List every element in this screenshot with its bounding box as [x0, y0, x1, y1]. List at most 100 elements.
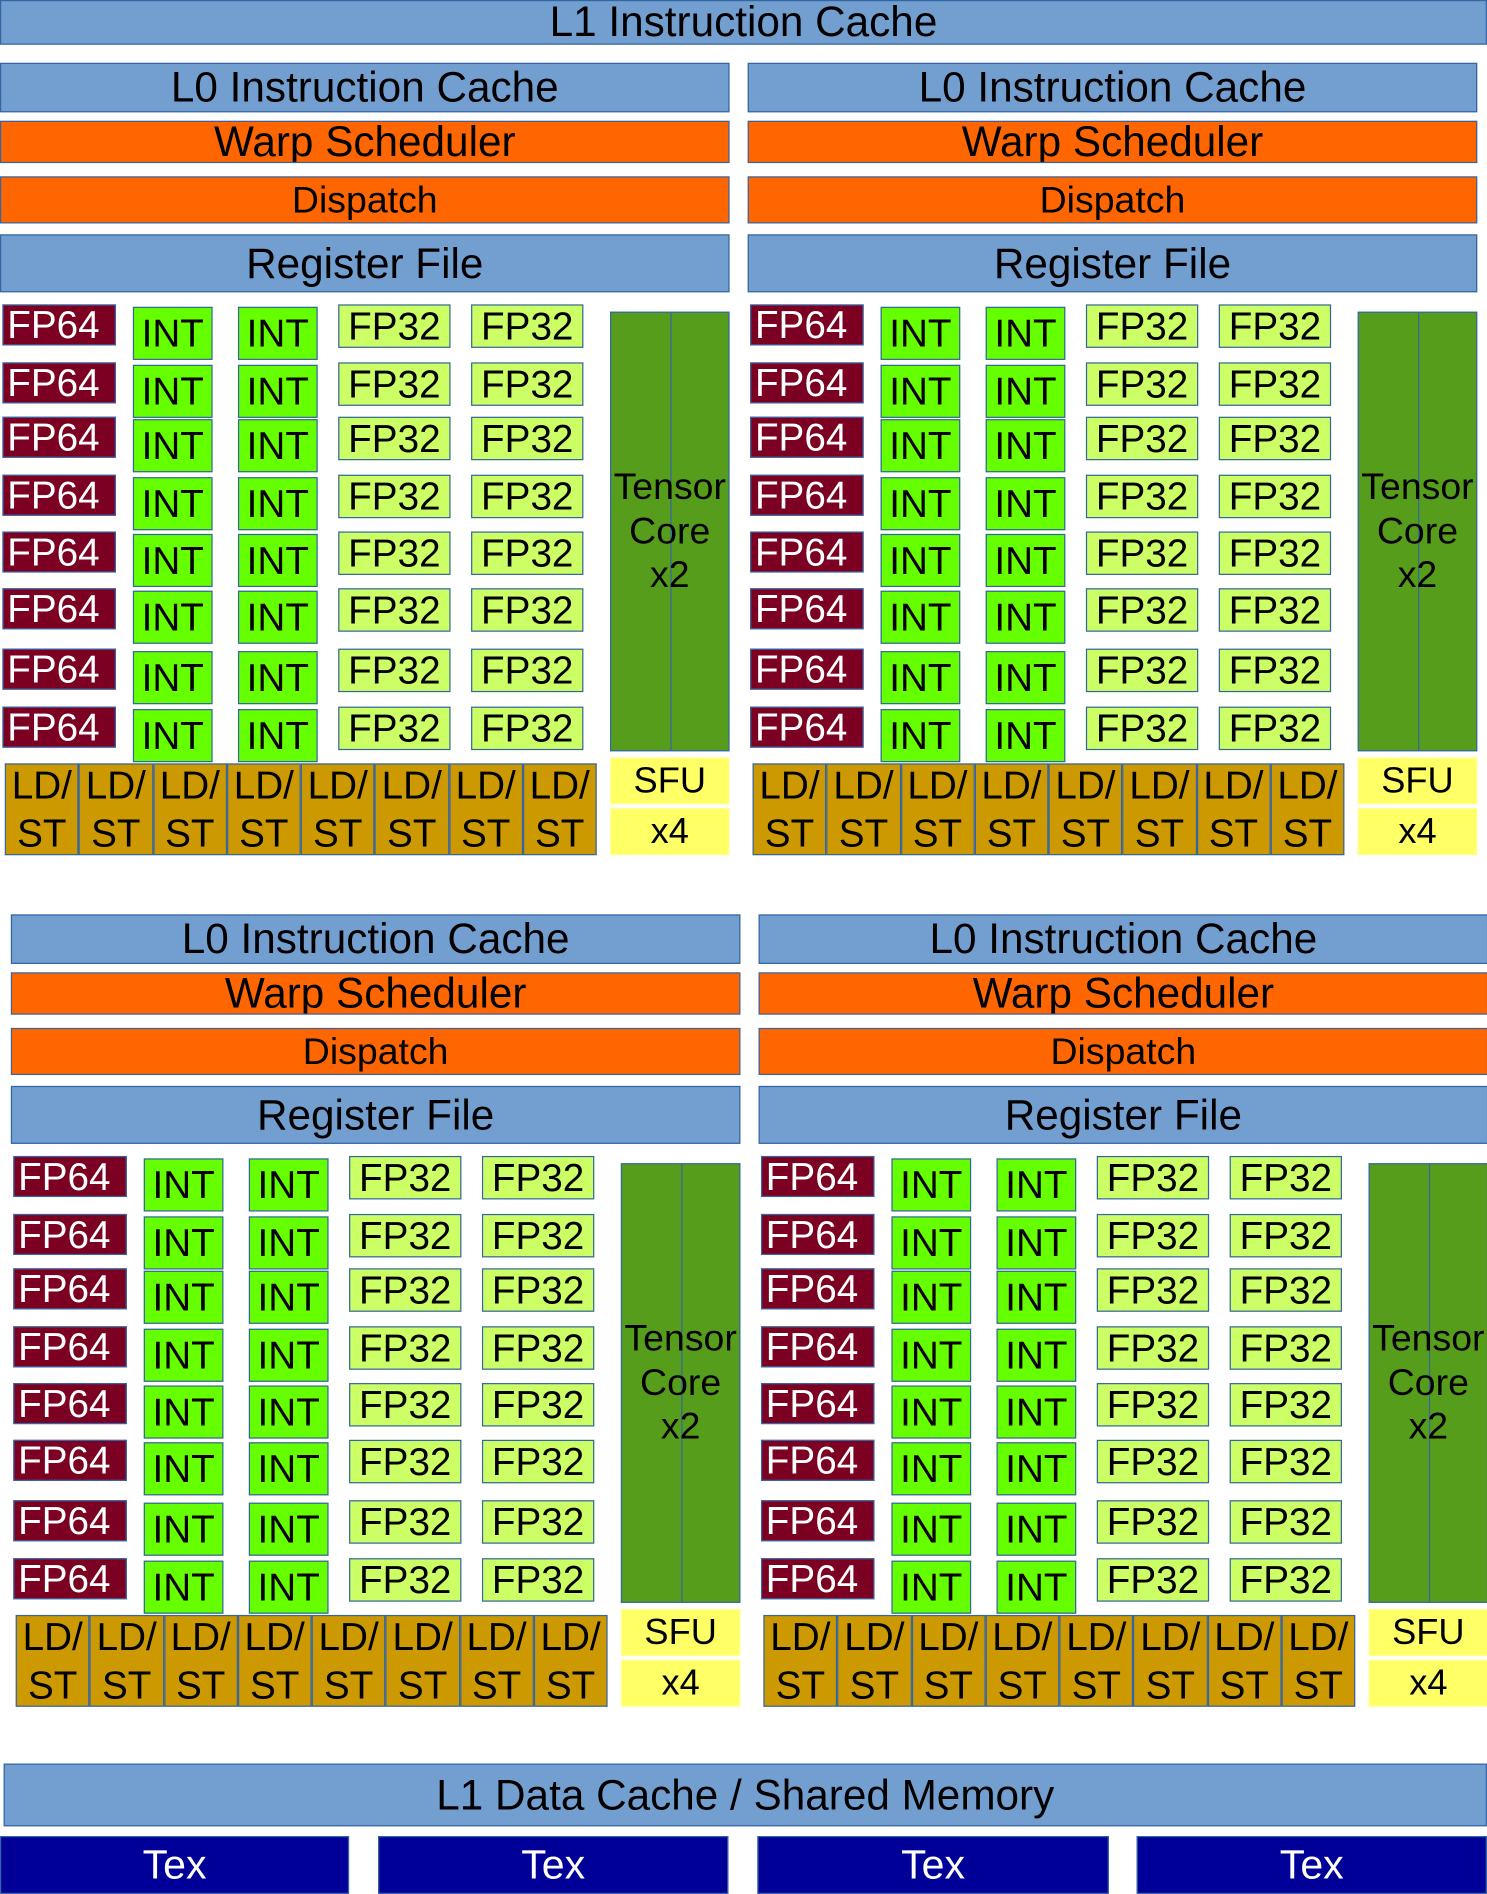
ld-st-label: ST	[1282, 811, 1333, 856]
int-unit: INT	[996, 1328, 1077, 1382]
ld-st-unit: LD/ST	[385, 1614, 460, 1707]
warp-scheduler: Warp Scheduler	[747, 120, 1478, 164]
fp32-unit: FP32	[481, 1213, 595, 1258]
int-unit: INT	[891, 1502, 972, 1556]
int-unit: INT	[237, 709, 318, 763]
ld-st-label: LD/	[159, 763, 220, 807]
fp32-unit: FP32	[1096, 1213, 1210, 1258]
fp64-unit: FP64	[750, 706, 864, 748]
fp32-unit: FP32	[1096, 1439, 1210, 1484]
int-unit: INT	[143, 1158, 224, 1212]
ld-st-unit: LD/ST	[1133, 1614, 1208, 1707]
ld-st-unit: LD/ST	[985, 1614, 1060, 1707]
int-unit: INT	[143, 1328, 224, 1382]
fp64-unit: FP64	[750, 474, 864, 516]
ld-st-unit: LD/ST	[89, 1614, 164, 1707]
ld-st-label: ST	[101, 1663, 152, 1707]
fp32-unit: FP32	[349, 1383, 462, 1427]
fp64-unit: FP64	[760, 1500, 875, 1542]
ld-st-label: ST	[239, 811, 289, 856]
l0-instruction-cache: L0 Instruction Cache	[747, 62, 1478, 113]
fp32-unit: FP32	[1218, 648, 1332, 693]
ld-st-unit: LD/ST	[311, 1614, 386, 1707]
ld-st-label: LD/	[1055, 763, 1116, 807]
fp64-unit: FP64	[2, 304, 116, 346]
fp32-unit: FP32	[1085, 588, 1199, 632]
ld-st-unit: LD/ST	[226, 763, 301, 856]
ld-st-label: LD/	[1203, 763, 1264, 807]
int-unit: INT	[248, 1158, 329, 1212]
fp32-unit: FP32	[471, 474, 584, 519]
int-unit: INT	[985, 590, 1066, 644]
register-file: Register File	[0, 234, 730, 293]
ld-st-label: LD/	[833, 763, 894, 807]
int-unit: INT	[880, 364, 961, 418]
fp32-unit: FP32	[481, 1268, 595, 1312]
fp32-unit: FP32	[349, 1268, 462, 1312]
ld-st-label: ST	[997, 1663, 1048, 1707]
ld-st-label: ST	[764, 811, 815, 856]
ld-st-unit: LD/ST	[152, 763, 227, 856]
ld-st-unit: LD/ST	[911, 1614, 986, 1707]
ld-st-label: LD/	[992, 1614, 1053, 1659]
fp32-unit: FP32	[1085, 416, 1199, 461]
ld-st-label: LD/	[759, 763, 820, 807]
ld-st-unit: LD/ST	[15, 1614, 90, 1707]
tensor-core-label: Core	[640, 1360, 722, 1404]
fp32-unit: FP32	[338, 474, 451, 519]
ld-st-label: LD/	[392, 1614, 453, 1659]
int-unit: INT	[985, 709, 1066, 763]
fp64-unit: FP64	[750, 648, 864, 690]
ld-st-unit: LD/ST	[533, 1614, 608, 1707]
fp32-unit: FP32	[1085, 648, 1199, 693]
ld-st-label: ST	[313, 811, 363, 856]
fp32-unit: FP32	[471, 531, 584, 575]
fp64-unit: FP64	[760, 1326, 875, 1368]
ld-st-label: ST	[471, 1663, 522, 1707]
int-unit: INT	[996, 1216, 1077, 1270]
ld-st-label: LD/	[918, 1614, 979, 1659]
int-unit: INT	[985, 306, 1066, 360]
ld-st-label: LD/	[1066, 1614, 1127, 1659]
ld-st-label: LD/	[466, 1614, 527, 1659]
tensor-core-label: Tensor	[1372, 1316, 1485, 1360]
register-file: Register File	[747, 234, 1478, 293]
int-unit: INT	[237, 364, 318, 418]
int-unit: INT	[132, 419, 213, 473]
int-unit: INT	[880, 477, 961, 531]
l0-instruction-cache: L0 Instruction Cache	[10, 914, 741, 964]
int-unit: INT	[880, 590, 961, 644]
l1-instruction-cache: L1 Instruction Cache	[0, 0, 1487, 45]
int-unit: INT	[891, 1216, 972, 1270]
dispatch: Dispatch	[10, 1027, 741, 1076]
int-unit: INT	[996, 1270, 1077, 1324]
fp32-unit: FP32	[1229, 1326, 1342, 1370]
tensor-core: Tensor Core x2	[1368, 1163, 1487, 1603]
ld-st-label: ST	[461, 811, 511, 856]
fp32-unit: FP32	[1229, 1558, 1342, 1602]
fp64-unit: FP64	[13, 1439, 127, 1481]
fp64-unit: FP64	[13, 1558, 127, 1600]
fp32-unit: FP32	[1218, 531, 1332, 575]
ld-st-label: LD/	[770, 1614, 831, 1659]
fp32-unit: FP32	[1085, 706, 1199, 751]
ld-st-label: ST	[27, 1663, 78, 1707]
ld-st-label: LD/	[540, 1614, 601, 1659]
ld-st-label: LD/	[96, 1614, 157, 1659]
ld-st-label: LD/	[981, 763, 1042, 807]
int-unit: INT	[985, 477, 1066, 531]
ld-st-unit: LD/ST	[374, 763, 449, 856]
ld-st-unit: LD/ST	[1281, 1614, 1356, 1707]
int-unit: INT	[248, 1216, 329, 1270]
int-unit: INT	[237, 651, 318, 705]
fp32-unit: FP32	[338, 304, 451, 348]
fp64-unit: FP64	[750, 416, 864, 458]
dispatch: Dispatch	[747, 176, 1478, 224]
ld-st-label: ST	[838, 811, 889, 856]
int-unit: INT	[996, 1158, 1077, 1212]
int-unit: INT	[985, 419, 1066, 473]
fp32-unit: FP32	[471, 362, 584, 406]
int-unit: INT	[237, 419, 318, 473]
int-unit: INT	[132, 477, 213, 531]
ld-st-unit: LD/ST	[1048, 763, 1123, 856]
